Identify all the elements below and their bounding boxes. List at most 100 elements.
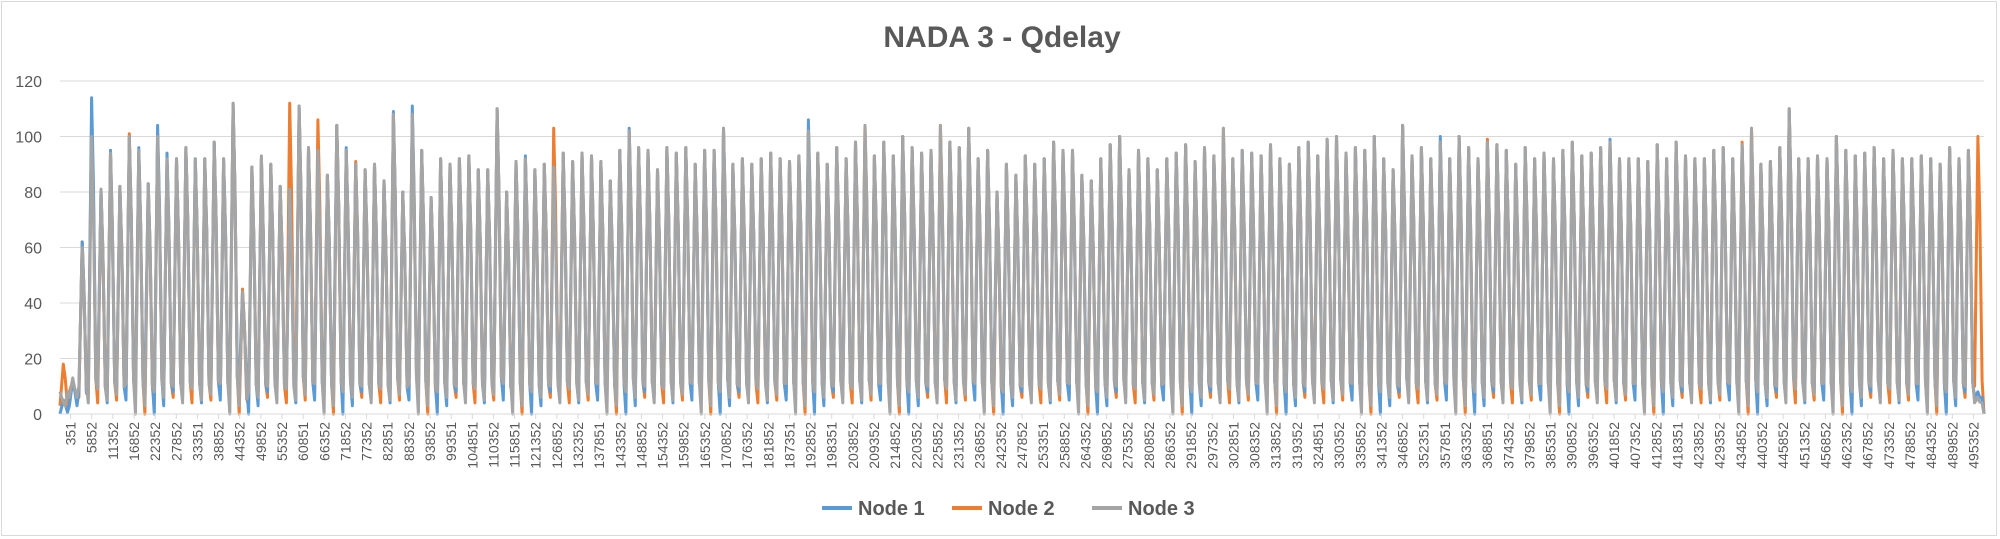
x-tick-label: 297352 xyxy=(1204,422,1220,469)
x-tick-label: 357851 xyxy=(1437,422,1453,469)
x-tick-label: 484352 xyxy=(1923,422,1939,469)
x-tick-label: 308352 xyxy=(1247,422,1263,469)
x-tick-label: 412852 xyxy=(1648,422,1664,469)
x-tick-label: 170852 xyxy=(718,422,734,469)
plot-series xyxy=(58,96,1986,416)
x-tick-label: 445852 xyxy=(1775,422,1791,469)
x-tick-label: 478852 xyxy=(1902,422,1918,469)
y-axis: 0 20 40 60 80 100 120 xyxy=(15,74,42,424)
x-tick-label: 82851 xyxy=(380,422,396,461)
x-tick-label: 456852 xyxy=(1817,422,1833,469)
x-tick-label: 291852 xyxy=(1183,422,1199,469)
x-tick-label: 258852 xyxy=(1056,422,1072,469)
y-tick-label: 100 xyxy=(15,130,42,147)
legend-label: Node 2 xyxy=(988,498,1055,520)
x-tick-label: 473352 xyxy=(1881,422,1897,469)
x-tick-label: 27852 xyxy=(168,422,184,461)
x-tick-labels: 351 5852 11352 16852 22352 27852 33351 38852 443… xyxy=(63,422,1982,469)
x-tick-label: 451352 xyxy=(1796,422,1812,469)
x-tick-label: 489852 xyxy=(1944,422,1960,469)
x-tick-label: 154352 xyxy=(655,422,671,469)
x-tick-label: 236852 xyxy=(972,422,988,469)
series-line-node-3 xyxy=(58,101,1986,416)
x-tick-label: 55352 xyxy=(274,422,290,461)
x-tick-label: 352351 xyxy=(1416,422,1432,469)
chart-title: NADA 3 - Qdelay xyxy=(883,21,1121,54)
x-tick-label: 302851 xyxy=(1225,422,1241,469)
x-tick-label: 275352 xyxy=(1120,422,1136,469)
x-tick-label: 60851 xyxy=(295,422,311,461)
legend-label: Node 1 xyxy=(858,498,925,520)
x-tick-label: 143352 xyxy=(612,422,628,469)
x-tick-label: 330352 xyxy=(1331,422,1347,469)
x-tick-label: 159852 xyxy=(676,422,692,469)
x-tick-label: 462352 xyxy=(1839,422,1855,469)
x-tick-label: 165352 xyxy=(697,422,713,469)
x-tick-label: 335852 xyxy=(1352,422,1368,469)
x-tick-label: 374352 xyxy=(1500,422,1516,469)
x-tick-label: 93852 xyxy=(422,422,438,461)
x-tick-label: 379852 xyxy=(1521,422,1537,469)
x-tick-label: 225852 xyxy=(929,422,945,469)
x-tick-label: 77352 xyxy=(359,422,375,461)
x-tick-label: 209352 xyxy=(866,422,882,469)
x-tick-label: 88352 xyxy=(401,422,417,461)
x-tick-label: 22352 xyxy=(147,422,163,461)
x-tick-label: 44352 xyxy=(232,422,248,461)
x-tick-label: 220352 xyxy=(908,422,924,469)
x-tick-label: 115851 xyxy=(507,422,523,468)
x-tick-label: 264352 xyxy=(1077,422,1093,469)
x-tick-label: 346852 xyxy=(1395,422,1411,469)
y-tick-label: 20 xyxy=(24,352,42,369)
x-tick-label: 495352 xyxy=(1965,422,1981,469)
x-tick-label: 429352 xyxy=(1712,422,1728,469)
x-tick-label: 401852 xyxy=(1606,422,1622,469)
x-tick-label: 385351 xyxy=(1543,422,1559,469)
x-tick-label: 313852 xyxy=(1268,422,1284,469)
x-tick-label: 390852 xyxy=(1564,422,1580,469)
x-tick-label: 363352 xyxy=(1458,422,1474,469)
x-tick-label: 242352 xyxy=(993,422,1009,469)
x-tick-label: 181852 xyxy=(760,422,776,469)
x-tick-label: 71852 xyxy=(337,422,353,461)
x-tick-label: 132352 xyxy=(570,422,586,469)
x-tick-label: 148852 xyxy=(633,422,649,469)
x-tick-label: 341352 xyxy=(1373,422,1389,469)
x-tick-label: 16852 xyxy=(126,422,142,461)
legend: Node 1 Node 2 Node 3 xyxy=(822,498,1195,520)
x-tick-label: 38852 xyxy=(211,422,227,461)
x-tick-label: 33351 xyxy=(189,422,205,461)
x-tick-label: 368851 xyxy=(1479,422,1495,469)
y-tick-label: 0 xyxy=(33,407,42,424)
y-tick-label: 60 xyxy=(24,241,42,258)
x-tick-label: 434852 xyxy=(1733,422,1749,469)
x-tick-label: 319352 xyxy=(1289,422,1305,469)
legend-label: Node 3 xyxy=(1128,498,1195,520)
x-tick-label: 104851 xyxy=(464,422,480,469)
x-tick-label: 247852 xyxy=(1014,422,1030,469)
x-tick-label: 231352 xyxy=(951,422,967,469)
x-tick-label: 351 xyxy=(63,422,79,446)
x-tick-label: 280852 xyxy=(1141,422,1157,469)
x-tick-label: 5852 xyxy=(84,422,100,453)
x-axis xyxy=(60,413,1984,419)
x-tick-label: 269852 xyxy=(1099,422,1115,469)
x-tick-label: 110352 xyxy=(485,422,501,468)
x-tick-label: 11352 xyxy=(105,422,121,460)
x-tick-label: 99351 xyxy=(443,422,459,461)
x-tick-label: 423852 xyxy=(1691,422,1707,469)
x-tick-label: 121352 xyxy=(528,422,544,469)
x-tick-label: 203852 xyxy=(845,422,861,469)
x-tick-label: 126852 xyxy=(549,422,565,469)
x-tick-label: 418351 xyxy=(1669,422,1685,469)
x-tick-label: 187351 xyxy=(781,422,797,469)
x-tick-label: 198351 xyxy=(824,422,840,469)
x-tick-label: 396352 xyxy=(1585,422,1601,469)
x-tick-label: 286352 xyxy=(1162,422,1178,469)
x-tick-label: 137851 xyxy=(591,422,607,469)
y-tick-label: 80 xyxy=(24,185,42,202)
x-tick-label: 214852 xyxy=(887,422,903,469)
y-tick-label: 40 xyxy=(24,296,42,313)
